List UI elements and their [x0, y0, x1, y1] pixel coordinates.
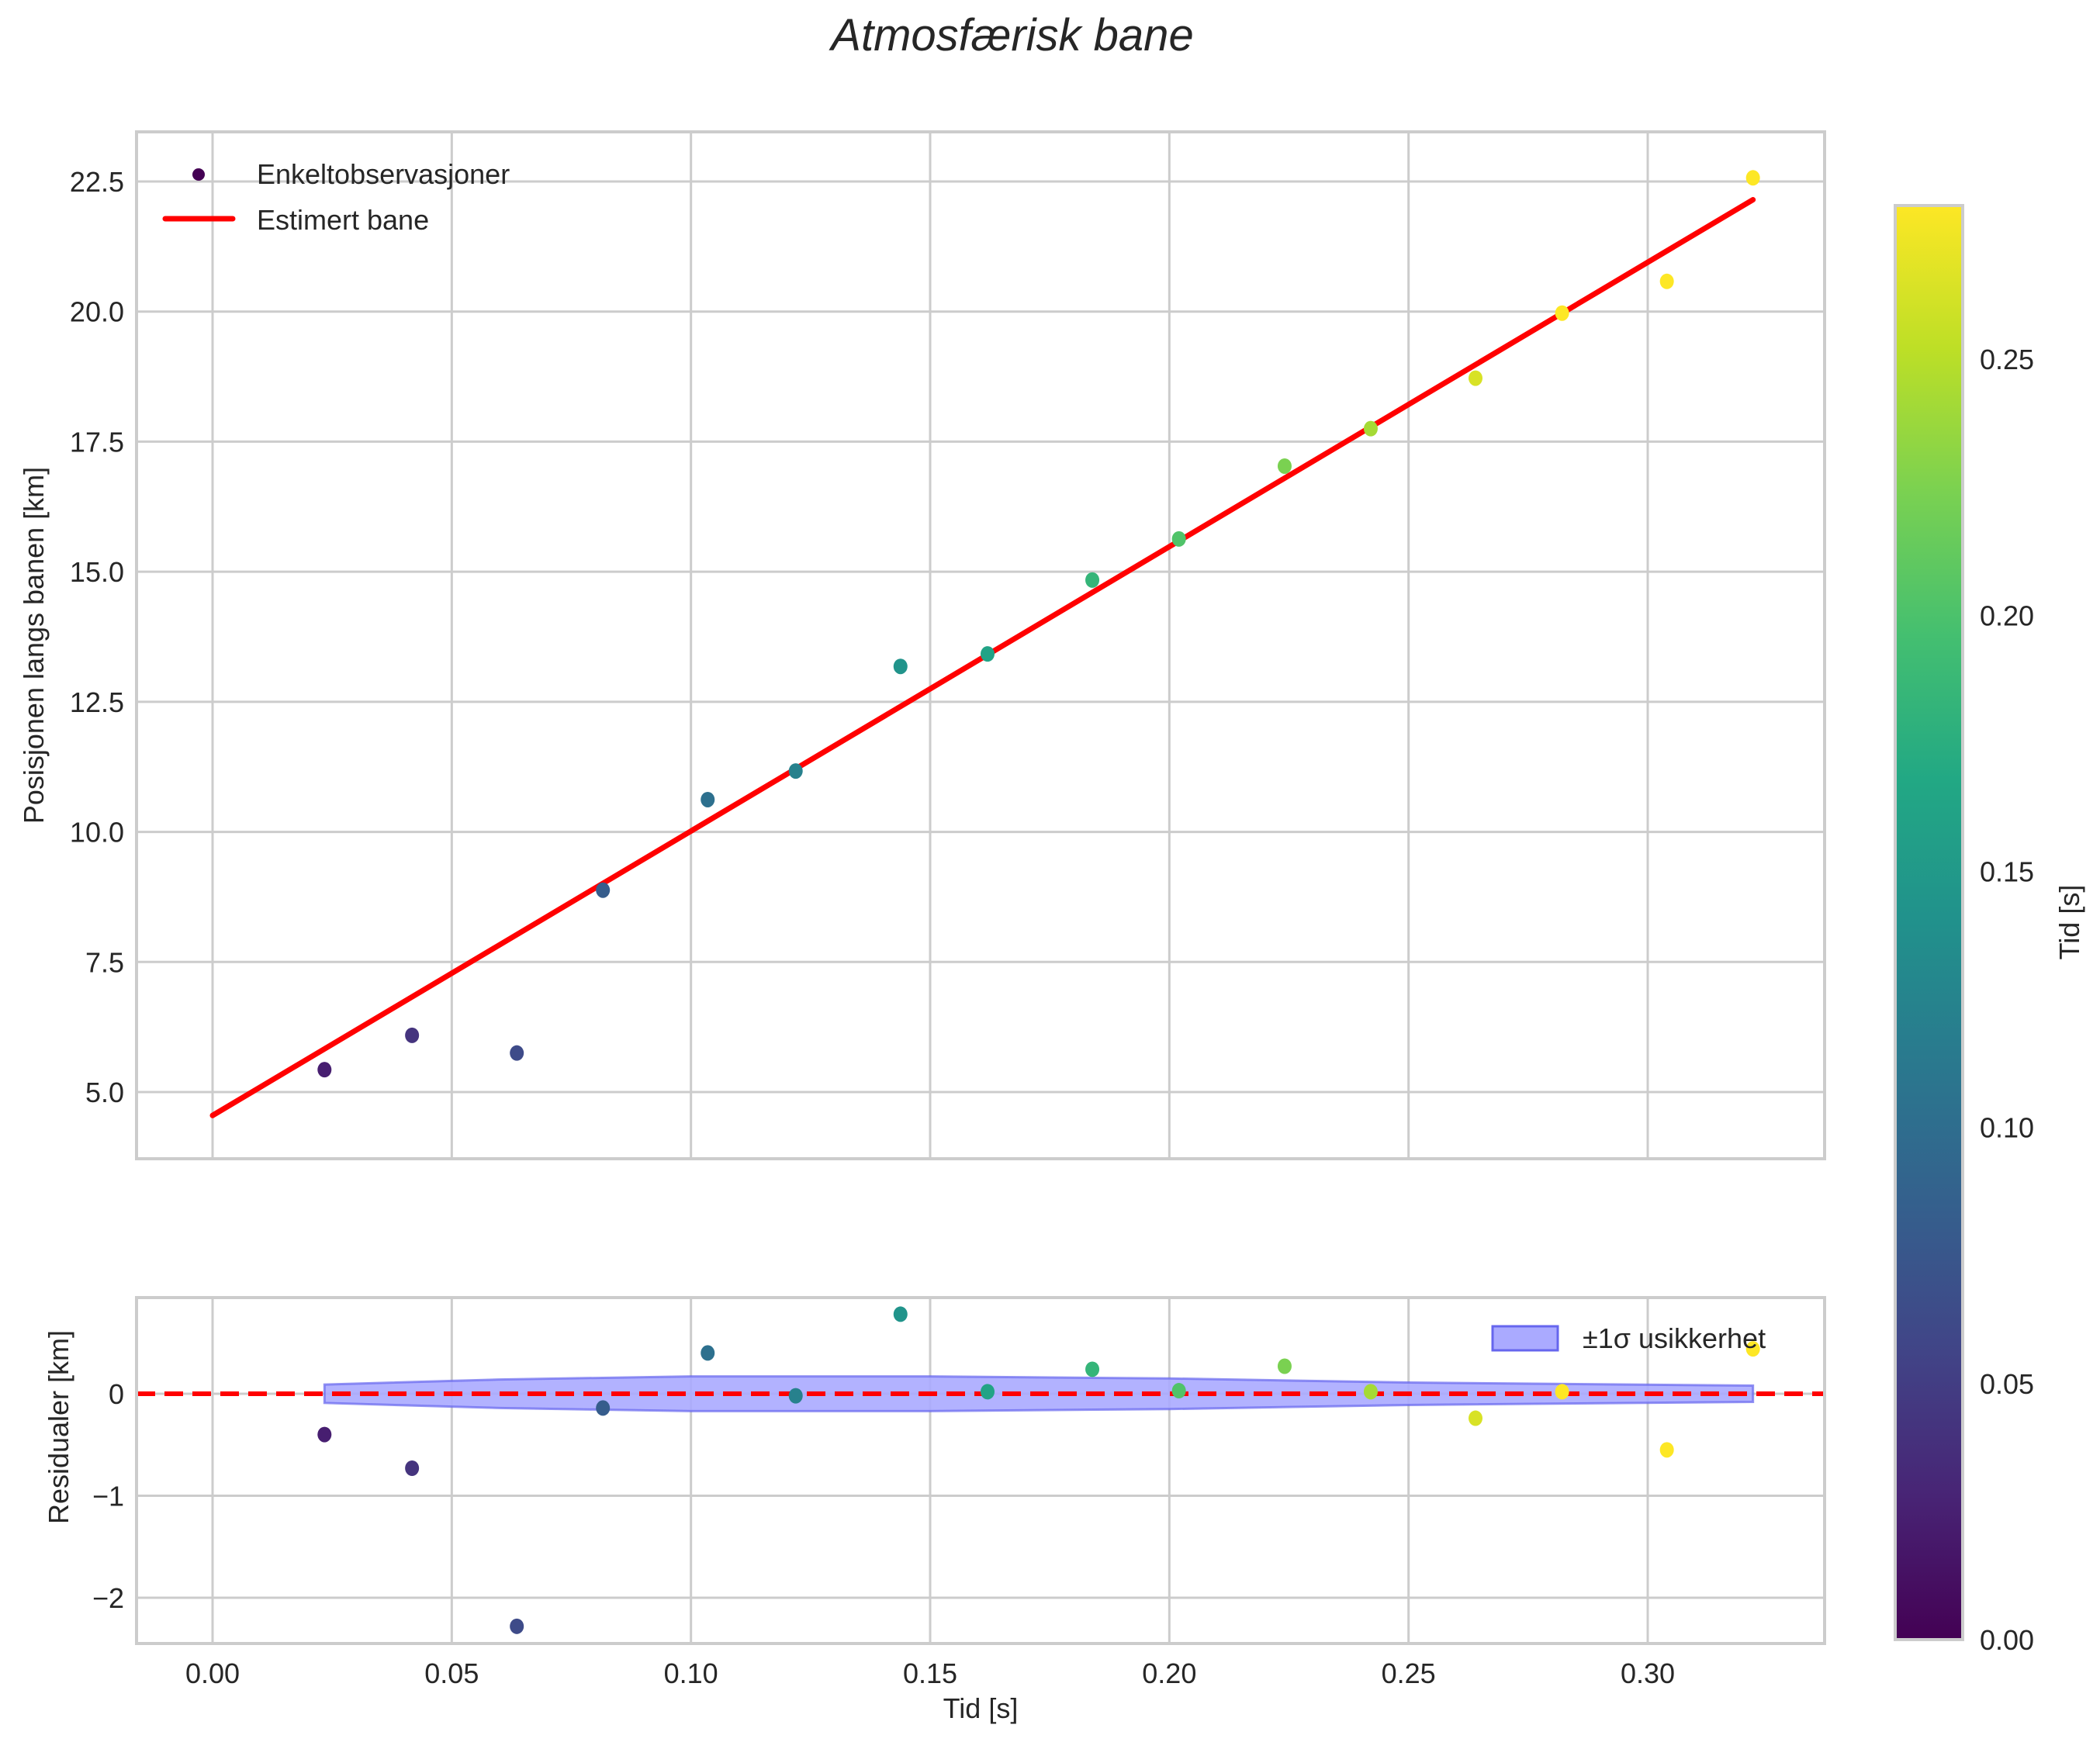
observation-point [596, 883, 610, 898]
residual-point [596, 1400, 610, 1415]
top-y-tick-label: 22.5 [70, 166, 124, 198]
top-y-tick-label: 10.0 [70, 817, 124, 849]
x-tick-label: 0.05 [424, 1657, 479, 1689]
residual-point [1660, 1442, 1674, 1457]
observation-point [317, 1062, 331, 1077]
colorbar-ticks: 0.00 0.05 0.10 0.15 0.20 0.25 [1980, 344, 2034, 1656]
residual-point [317, 1427, 331, 1443]
observation-point [701, 792, 714, 807]
residual-point [1364, 1384, 1378, 1399]
colorbar: 0.00 0.05 0.10 0.15 0.20 0.25 Tid [s] [1895, 206, 2085, 1656]
colorbar-tick-label: 0.20 [1980, 600, 2034, 631]
top-axes-frame [137, 132, 1825, 1159]
bottom-legend: ±1σ usikkerhet [1493, 1322, 1766, 1354]
observation-point [894, 658, 908, 674]
residual-point [1278, 1358, 1292, 1374]
bottom-y-tick-label: −2 [92, 1582, 124, 1614]
top-y-tick-label: 5.0 [85, 1077, 124, 1108]
observation-point [1746, 170, 1760, 185]
top-y-tick-label: 12.5 [70, 686, 124, 718]
colorbar-tick-label: 0.00 [1980, 1624, 2034, 1656]
observation-point [1469, 371, 1482, 386]
legend-line-label: Estimert bane [257, 204, 429, 236]
residual-point [1085, 1361, 1099, 1377]
top-y-tick-label: 17.5 [70, 426, 124, 458]
observation-point [981, 646, 995, 662]
observation-point [1555, 306, 1569, 321]
top-y-ticks: 5.0 7.5 10.0 12.5 15.0 17.5 20.0 22.5 [70, 166, 124, 1108]
bottom-y-tick-label: 0 [109, 1378, 124, 1410]
observation-point [1364, 421, 1378, 437]
top-grid [137, 132, 1825, 1159]
legend-band-label: ±1σ usikkerhet [1583, 1322, 1766, 1354]
x-tick-label: 0.00 [185, 1657, 240, 1689]
colorbar-tick-label: 0.25 [1980, 344, 2034, 375]
top-y-tick-label: 15.0 [70, 556, 124, 588]
bottom-y-tick-label: −1 [92, 1481, 124, 1512]
legend-scatter-marker-icon [192, 168, 205, 181]
top-legend: Enkeltobservasjoner Estimert bane [165, 158, 510, 236]
residual-point [701, 1345, 714, 1360]
x-tick-label: 0.10 [664, 1657, 718, 1689]
residual-point [510, 1619, 524, 1634]
x-tick-label: 0.15 [903, 1657, 957, 1689]
residual-point [405, 1460, 419, 1476]
residual-point [1172, 1383, 1186, 1398]
x-tick-label: 0.20 [1142, 1657, 1196, 1689]
observation-point [789, 763, 803, 779]
observation-point [1660, 274, 1674, 289]
colorbar-gradient [1895, 206, 1963, 1640]
x-tick-label: 0.25 [1382, 1657, 1436, 1689]
legend-scatter-label: Enkeltobservasjoner [257, 158, 510, 190]
residual-point [1469, 1411, 1482, 1426]
bottom-grid [137, 1298, 1825, 1643]
residual-point [894, 1306, 908, 1322]
legend-band-swatch-icon [1493, 1326, 1558, 1350]
top-panel: 5.0 7.5 10.0 12.5 15.0 17.5 20.0 22.5 Posisjone… [18, 132, 1825, 1159]
observation-point [1085, 572, 1099, 588]
colorbar-tick-label: 0.10 [1980, 1112, 2034, 1144]
residual-points [317, 1306, 1759, 1633]
observation-point [510, 1046, 524, 1061]
colorbar-tick-label: 0.15 [1980, 855, 2034, 887]
x-ticks: 0.00 0.05 0.10 0.15 0.20 0.25 0.30 [185, 1657, 1675, 1689]
bottom-axes-frame [137, 1298, 1825, 1643]
observation-point [405, 1028, 419, 1043]
residual-point [981, 1384, 995, 1399]
bottom-y-axis-label: Residualer [km] [43, 1330, 74, 1524]
residual-point [1555, 1384, 1569, 1399]
residual-point [789, 1388, 803, 1404]
chart-canvas: 5.0 7.5 10.0 12.5 15.0 17.5 20.0 22.5 Posisjone… [0, 0, 2100, 1742]
bottom-y-ticks: 0 −1 −2 [92, 1378, 124, 1614]
top-y-tick-label: 7.5 [85, 946, 124, 978]
observation-point [1172, 531, 1186, 547]
colorbar-tick-label: 0.05 [1980, 1368, 2034, 1400]
top-y-axis-label: Posisjonen langs banen [km] [18, 467, 50, 824]
colorbar-label: Tid [s] [2053, 885, 2085, 960]
top-y-tick-label: 20.0 [70, 296, 124, 328]
x-tick-label: 0.30 [1621, 1657, 1675, 1689]
x-axis-label: Tid [s] [943, 1692, 1019, 1724]
bottom-panel: 0 −1 −2 0.00 0.05 0.10 0.15 0.20 0.25 0.30 Resid… [43, 1298, 1825, 1724]
observation-point [1278, 458, 1292, 474]
